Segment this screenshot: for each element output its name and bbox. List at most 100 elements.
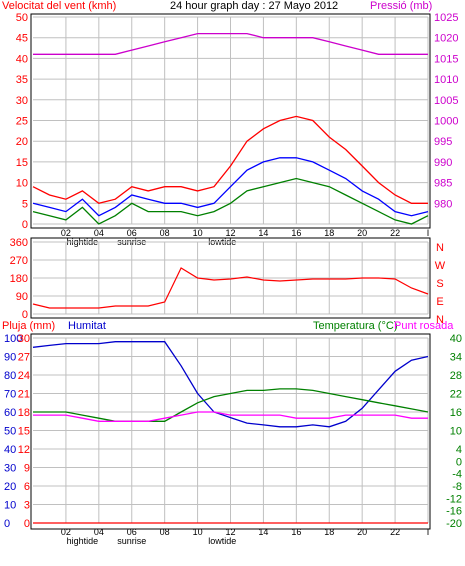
direction-y-tick: 90: [16, 291, 28, 303]
panel-direction-frame: [30, 237, 431, 319]
x-tick-label-1: 02: [61, 527, 71, 537]
rain-y-tick: 30: [18, 333, 30, 345]
pressure-title: Pressió (mb): [370, 0, 433, 12]
dew-title: Punt rosada: [394, 320, 454, 332]
x-tick-label-1: 16: [291, 527, 301, 537]
wind-y-tick: 50: [16, 12, 28, 24]
x-tick-label-1: 20: [357, 527, 367, 537]
wind-series-line-1: [32, 157, 429, 217]
wind-series-line-0: [32, 115, 428, 205]
temp-y-tick: -8: [452, 481, 462, 493]
humidity-y-tick: 90: [4, 352, 16, 364]
humidity-y-tick: 60: [4, 407, 16, 419]
rain-y-tick: 9: [24, 463, 30, 475]
pressure-y-tick: 1015: [434, 53, 458, 65]
x-tick-label-1: 06: [127, 527, 137, 537]
pressure-y-tick: 980: [434, 198, 452, 210]
temp-y-tick: 0: [456, 456, 462, 468]
direction-y-tick: 360: [10, 237, 28, 249]
temp-y-tick: -20: [446, 518, 462, 530]
x-tick-label-0: 20: [357, 228, 367, 238]
wind-series-line-3: [33, 32, 428, 55]
compass-label: N: [436, 242, 444, 254]
rain-y-tick: 3: [24, 500, 30, 512]
wind-y-tick: 0: [22, 219, 28, 231]
humidity-y-tick: 40: [4, 444, 16, 456]
humidity-y-tick: 100: [4, 333, 22, 345]
compass-label: W: [435, 260, 446, 272]
compass-label: E: [436, 296, 443, 308]
humidity-y-tick: 10: [4, 500, 16, 512]
panel-wind-frame: [30, 13, 431, 229]
x-tick-label-1: 14: [258, 527, 268, 537]
pressure-y-tick: 990: [434, 157, 452, 169]
x-tick-label-0: 06: [127, 228, 137, 238]
rain-y-tick: 15: [18, 426, 30, 438]
humidity-y-tick: 20: [4, 481, 16, 493]
pressure-y-tick: 985: [434, 178, 452, 190]
rain-y-tick: 18: [18, 407, 30, 419]
wind-y-tick: 25: [16, 116, 28, 128]
x-tick-label-0: 22: [390, 228, 400, 238]
graph-title: 24 hour graph day : 27 Mayo 2012: [170, 0, 339, 12]
pressure-y-tick: 1005: [434, 95, 458, 107]
compass-label: N: [436, 314, 444, 326]
temp-y-tick: 4: [456, 444, 462, 456]
wind-y-tick: 35: [16, 74, 28, 86]
x-tick-label-1: 08: [160, 527, 170, 537]
temp-title: Temperatura (°C): [313, 320, 398, 332]
temp-y-tick: 10: [450, 426, 462, 438]
wind-y-tick: 30: [16, 95, 28, 107]
climate-series-line-0: [32, 341, 429, 428]
pressure-y-tick: 1000: [434, 116, 458, 128]
temp-y-tick: -12: [446, 493, 462, 505]
x-tick-label-1: 12: [225, 527, 235, 537]
wind-y-tick: 40: [16, 53, 28, 65]
x-tick-label-1: 04: [94, 527, 104, 537]
x-tick-label-0: 04: [94, 228, 104, 238]
humidity-y-tick: 30: [4, 463, 16, 475]
climate-series-line-2: [33, 411, 428, 422]
direction-y-tick: 0: [22, 309, 28, 321]
humidity-title: Humitat: [68, 320, 106, 332]
x-tick-label-0: I: [427, 228, 430, 238]
wind-y-tick: 45: [16, 33, 28, 45]
rain-y-tick: 6: [24, 481, 30, 493]
climate-series-line-1: [33, 388, 429, 422]
pressure-y-tick: 1025: [434, 12, 458, 24]
pressure-y-tick: 1020: [434, 33, 458, 45]
humidity-y-tick: 80: [4, 370, 16, 382]
wind-y-tick: 10: [16, 178, 28, 190]
humidity-y-tick: 70: [4, 389, 16, 401]
temp-y-tick: 16: [450, 407, 462, 419]
rain-y-tick: 12: [18, 444, 30, 456]
x-tick-label-0: 08: [160, 228, 170, 238]
x-tick-label-0: 12: [225, 228, 235, 238]
rain-y-tick: 24: [18, 370, 30, 382]
direction-y-tick: 270: [10, 255, 28, 267]
x-tick-label-1: 10: [193, 527, 203, 537]
x-tick-label-1: 22: [390, 527, 400, 537]
rain-title: Pluja (mm): [2, 320, 56, 332]
temp-y-tick: 28: [450, 370, 462, 382]
x-event-label-1: sunrise: [117, 536, 146, 546]
x-tick-label-0: 18: [324, 228, 334, 238]
panel-climate-frame: [30, 333, 431, 530]
direction-series-line: [32, 267, 429, 309]
humidity-y-tick: 0: [4, 518, 10, 530]
wind-title: Velocitat del vent (kmh): [2, 0, 117, 12]
wind-y-tick: 20: [16, 136, 28, 148]
temp-y-tick: 34: [450, 352, 462, 364]
temp-y-tick: 22: [450, 389, 462, 401]
wind-y-tick: 15: [16, 157, 28, 169]
x-tick-label-0: 14: [258, 228, 268, 238]
pressure-y-tick: 995: [434, 136, 452, 148]
humidity-y-tick: 50: [4, 426, 16, 438]
temp-y-tick: -16: [446, 506, 462, 518]
rain-y-tick: 0: [24, 518, 30, 530]
compass-label: S: [436, 278, 443, 290]
direction-y-tick: 180: [10, 273, 28, 285]
x-tick-label-1: I: [427, 527, 430, 537]
